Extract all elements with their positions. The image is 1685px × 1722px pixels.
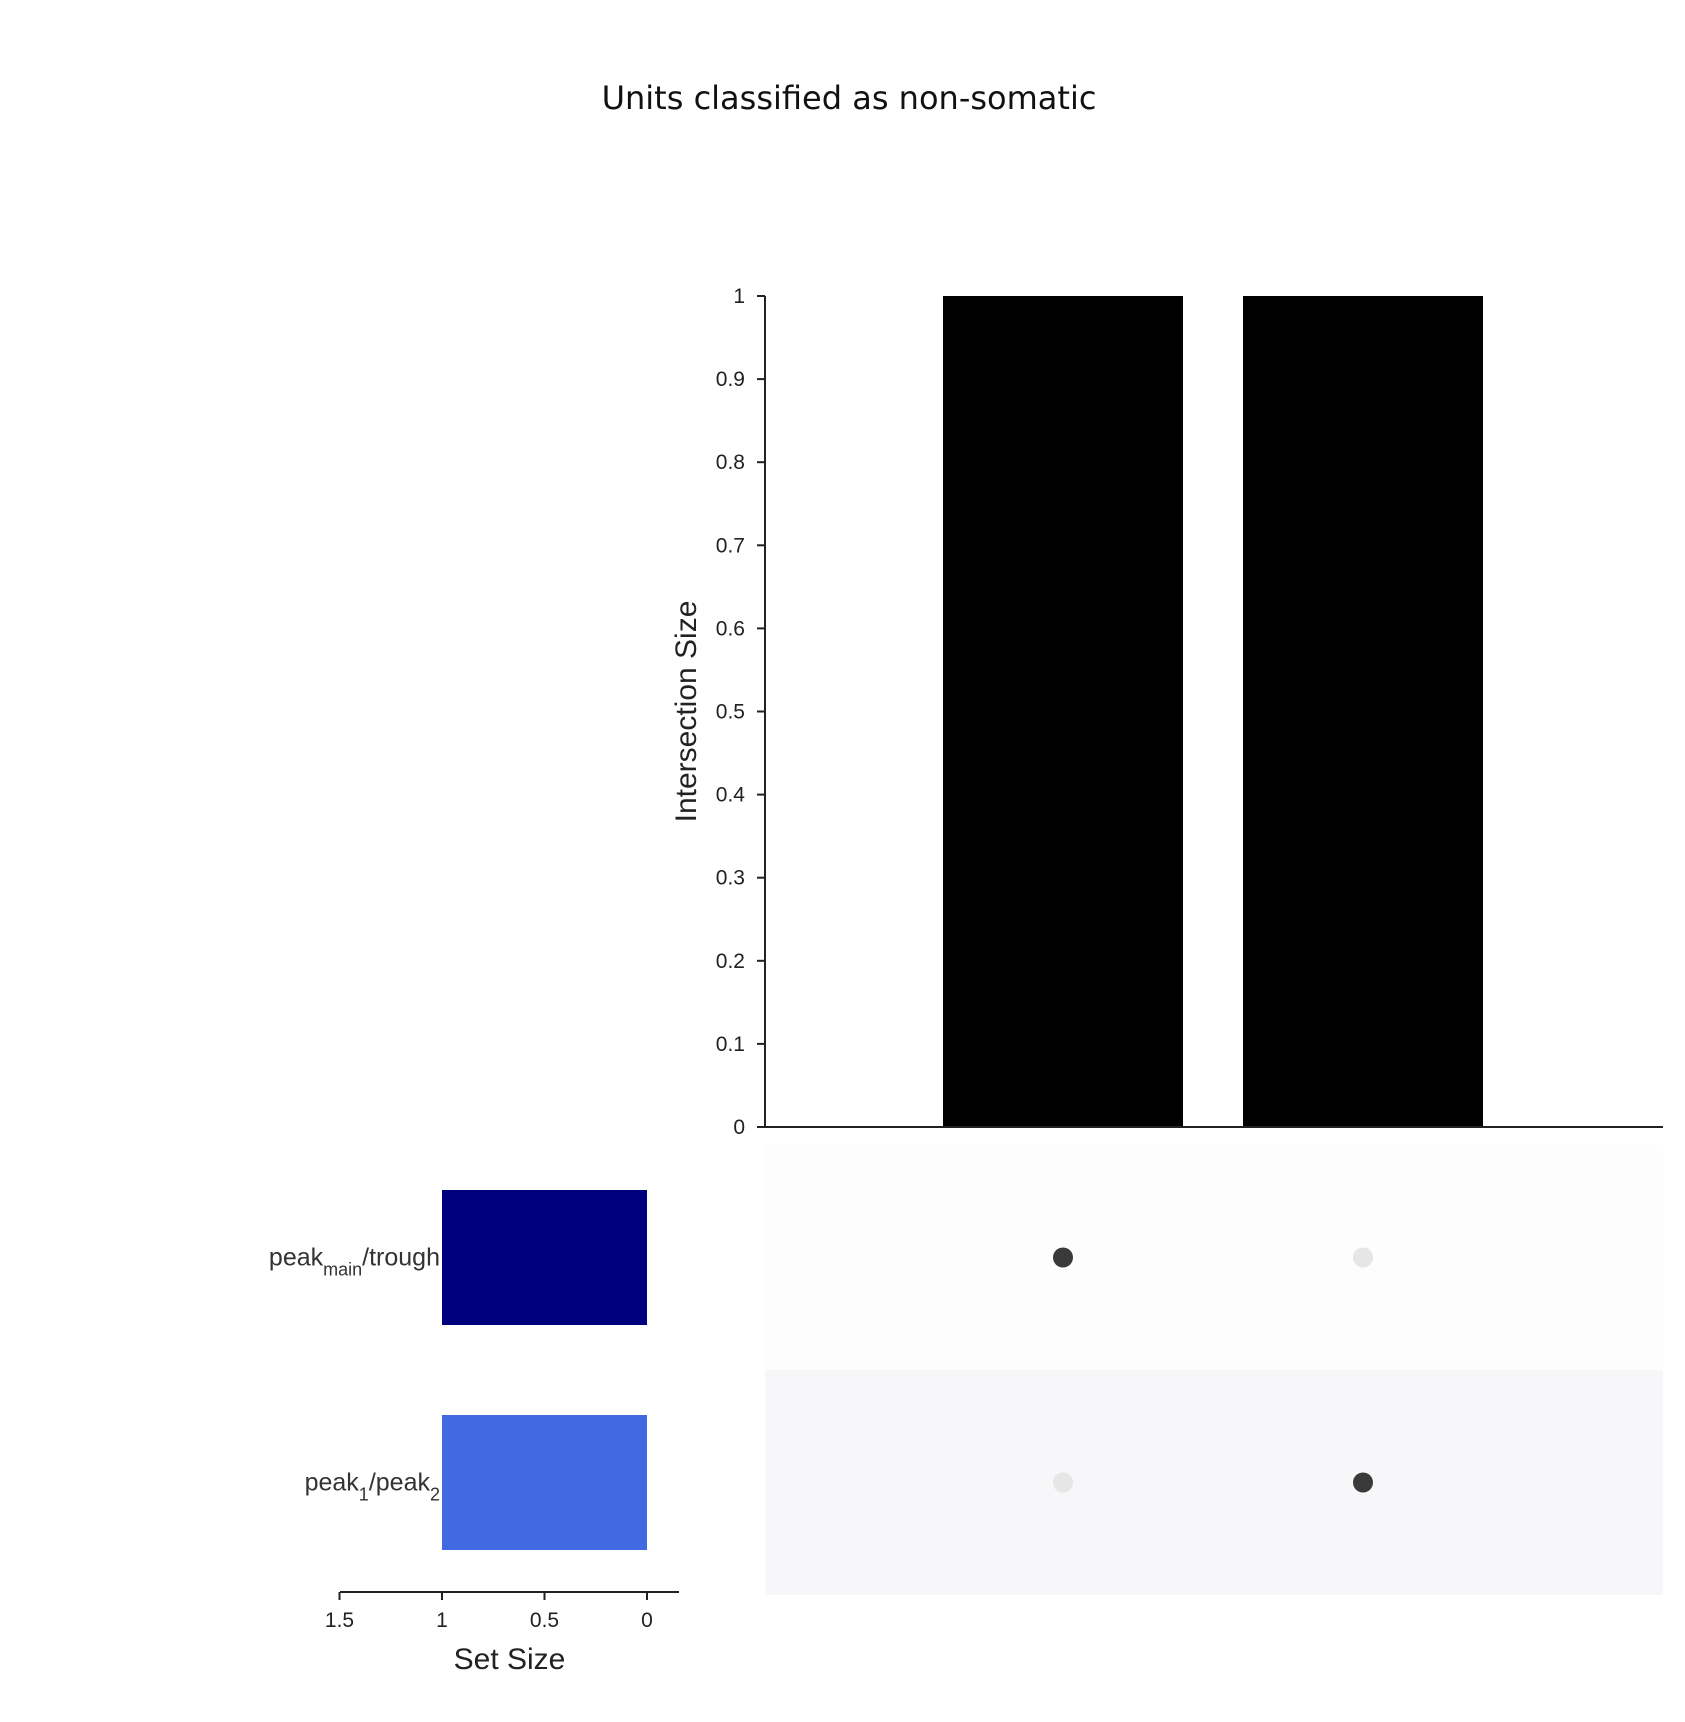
matrix-dot-inactive [1053, 1472, 1073, 1493]
matrix-dot-inactive [1353, 1247, 1373, 1268]
set-axis-tick-label: 0.5 [530, 1609, 559, 1632]
matrix-dot-active [1353, 1472, 1373, 1493]
intersection-bar [1243, 296, 1483, 1127]
y-tick-label: 0.6 [716, 617, 745, 640]
y-tick-label: 0.9 [716, 368, 745, 391]
y-tick-label: 0 [733, 1116, 745, 1139]
set-size-bar [442, 1190, 647, 1325]
y-tick-label: 1 [733, 285, 745, 308]
y-tick-label: 0.2 [716, 950, 745, 973]
set-labels: peakmain/trough peak1/peak2 [269, 1244, 440, 1505]
matrix-row-band [765, 1145, 1663, 1370]
intersection-bar [943, 296, 1183, 1127]
matrix-background [765, 1145, 1663, 1595]
intersection-y-axis-label: Intersection Size [670, 601, 703, 823]
intersection-matrix-dots [1053, 1247, 1373, 1493]
y-tick-label: 0.4 [716, 784, 746, 807]
set-size-bars [442, 1190, 647, 1550]
set-size-bar [442, 1415, 647, 1550]
matrix-row-band [765, 1370, 1663, 1595]
y-tick-label: 0.7 [716, 534, 745, 557]
set-axis-tick-label: 0 [641, 1609, 653, 1632]
set-axis-tick-label: 1 [436, 1609, 448, 1632]
y-tick-label: 0.1 [716, 1033, 745, 1056]
set-size-x-axis-label: Set Size [454, 1643, 566, 1676]
set-label: peakmain/trough [269, 1244, 440, 1280]
y-tick-label: 0.8 [716, 451, 745, 474]
matrix-dot-active [1053, 1247, 1073, 1268]
intersection-bars [943, 296, 1483, 1127]
intersection-y-axis: 0 0.1 0.2 0.3 0.4 0.5 0.6 0.7 0.8 0.9 1 [716, 285, 1663, 1139]
set-label: peak1/peak2 [305, 1469, 440, 1505]
y-tick-label: 0.5 [716, 701, 745, 724]
set-size-x-axis: 1.5 1 0.5 0 [325, 1591, 679, 1632]
y-tick-label: 0.3 [716, 867, 745, 890]
chart-title: Units classified as non-somatic [602, 79, 1097, 117]
set-axis-tick-label: 1.5 [325, 1609, 354, 1632]
